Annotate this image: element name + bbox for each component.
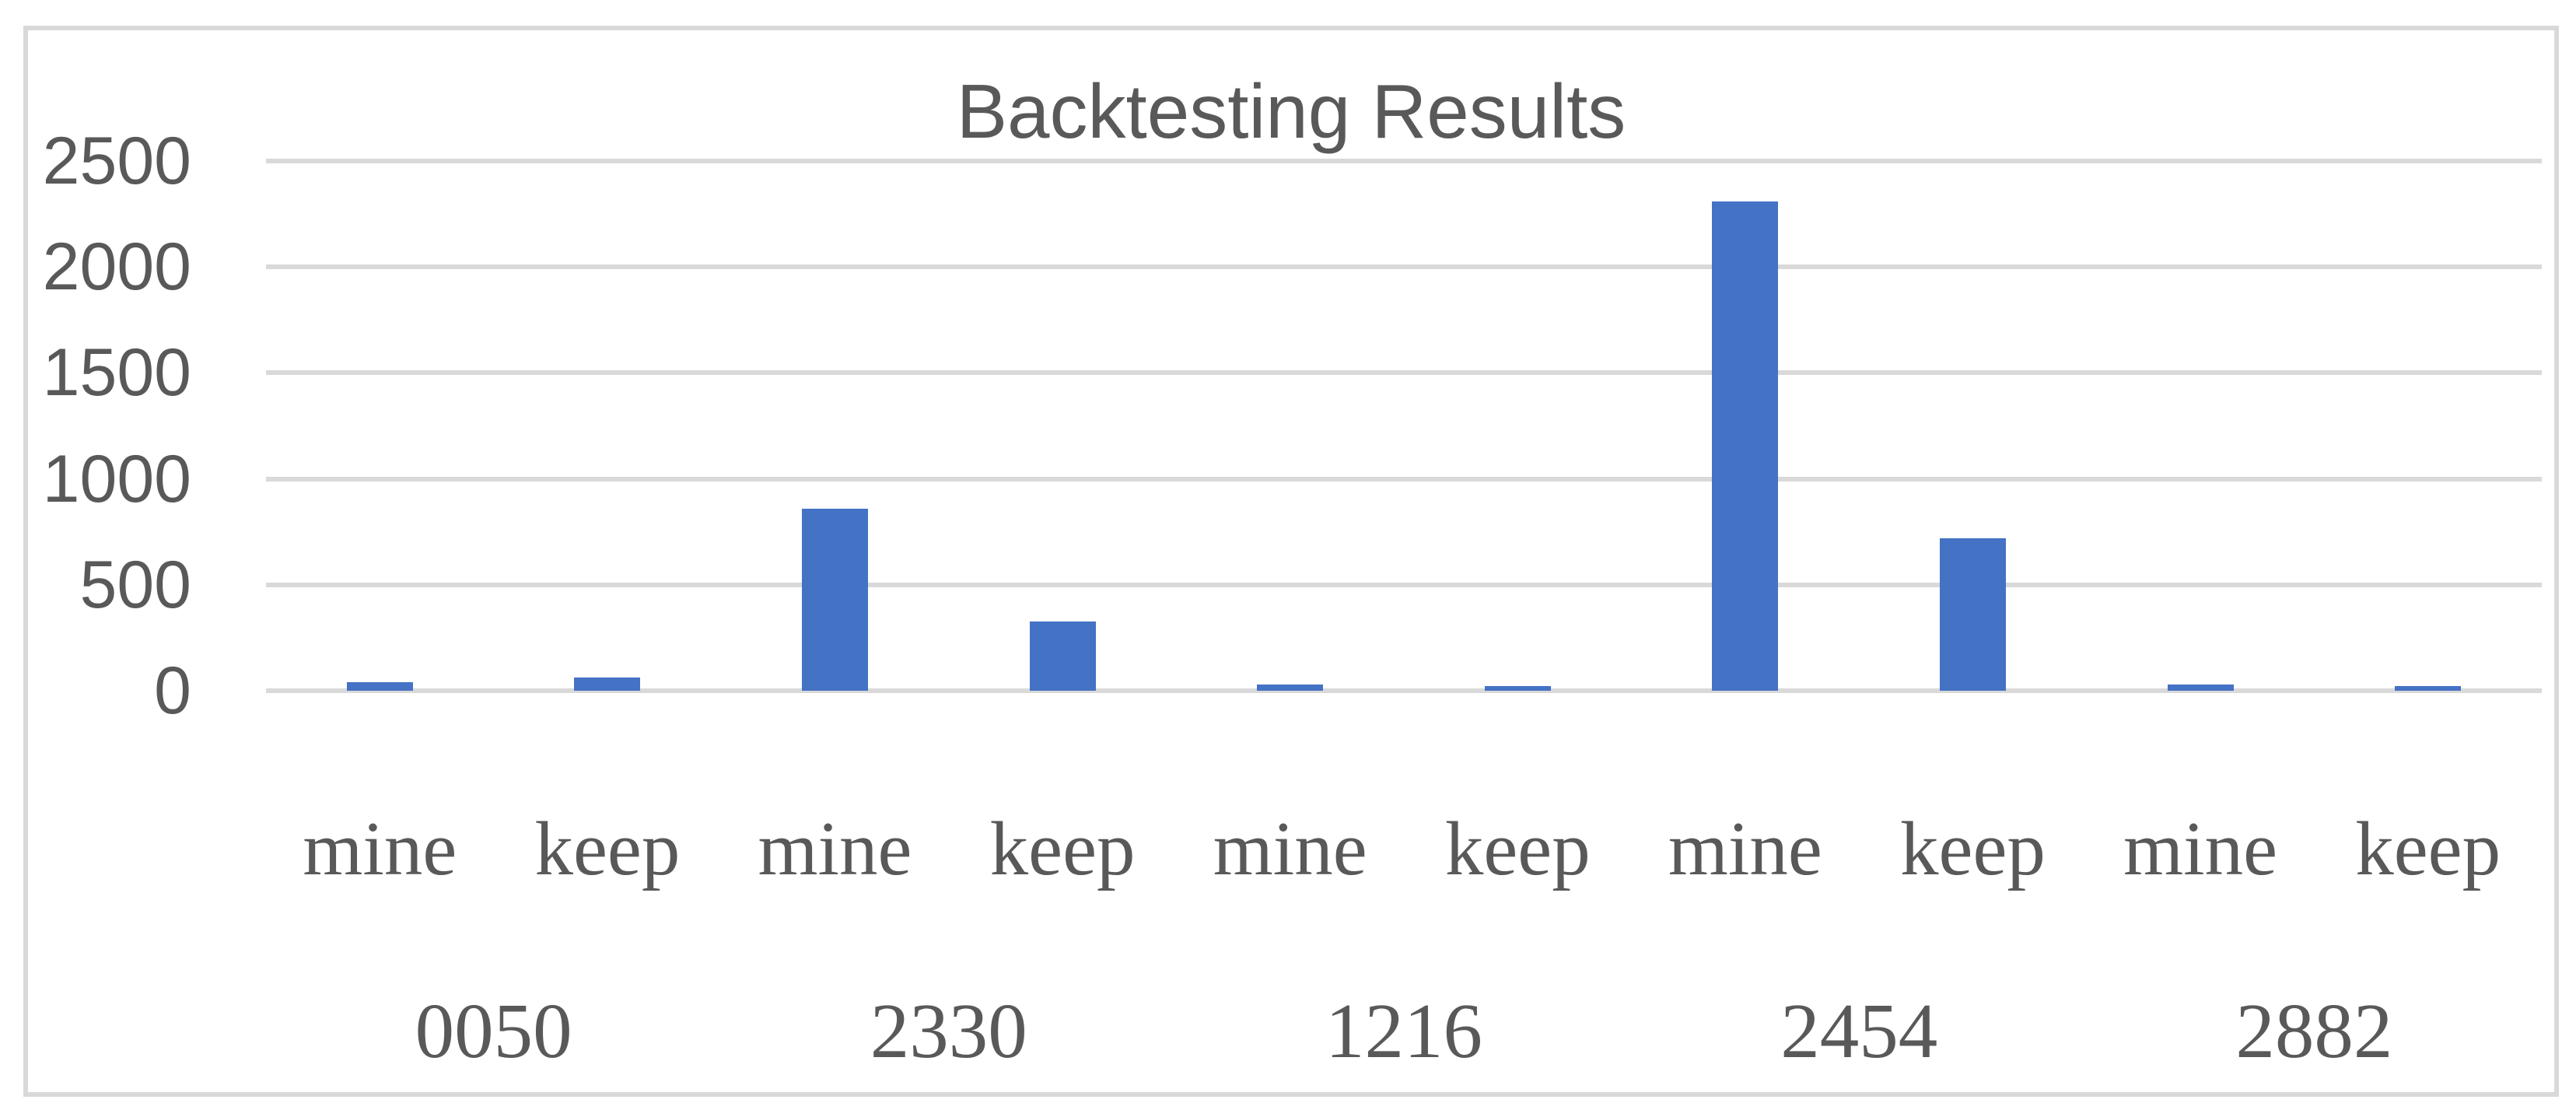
x-tick-label-0050-keep: keep [534, 807, 681, 891]
x-tick-label-1216-keep: keep [1444, 807, 1591, 891]
y-axis-labels: 0 500 1000 1500 2000 2500 [28, 128, 192, 724]
x-tick-label-2330-keep: keep [989, 807, 1136, 891]
bar-0050-keep [574, 678, 641, 691]
plot-area [266, 159, 2542, 693]
bar-slot-0050-keep [494, 161, 722, 691]
x-tick-label-2330-mine: mine [758, 807, 912, 891]
bar-slot-0050-mine [266, 161, 494, 691]
x-tick-label-1216-mine: mine [1213, 807, 1367, 891]
bar-slot-2882-mine [2087, 161, 2315, 691]
x-group-label-1216: 1216 [1325, 987, 1482, 1074]
gridline-2500 [266, 159, 2542, 163]
x-tick-label-0050-mine: mine [303, 807, 457, 891]
bar-2882-keep [2395, 686, 2462, 691]
bar-2330-keep [1029, 622, 1096, 691]
bar-1216-mine [1257, 685, 1324, 691]
y-tick-label-1000: 1000 [42, 441, 191, 516]
bar-2454-keep [1939, 538, 2006, 691]
x-group-label-2454: 2454 [1780, 987, 1938, 1074]
bar-slot-2330-keep [949, 161, 1177, 691]
x-group-label-0050: 0050 [415, 987, 572, 1074]
bar-2330-mine [801, 509, 868, 691]
bar-slot-2882-keep [2314, 161, 2542, 691]
x-group-label-2882: 2882 [2235, 987, 2393, 1074]
bar-slot-2454-keep [1859, 161, 2087, 691]
gridline-1500 [266, 370, 2542, 376]
y-tick-label-0: 0 [154, 653, 191, 728]
chart-border: Backtesting Results 0 500 1000 1500 2000 2500… [23, 26, 2559, 1097]
bar-slot-2330-mine [721, 161, 949, 691]
bar-2882-mine [2167, 685, 2234, 691]
bar-slot-1216-mine [1176, 161, 1404, 691]
bar-slot-1216-keep [1404, 161, 1632, 691]
chart-title: Backtesting Results [956, 68, 1626, 154]
x-axis-group-labels: 0050 2330 1216 2454 2882 [266, 992, 2542, 1070]
bar-slot-2454-mine [1632, 161, 1860, 691]
y-tick-label-2500: 2500 [42, 124, 191, 198]
gridline-500 [266, 582, 2542, 587]
bar-0050-mine [346, 682, 413, 691]
x-tick-label-2454-mine: mine [1668, 807, 1822, 891]
y-tick-label-1500: 1500 [42, 335, 191, 411]
bars-row [266, 161, 2542, 691]
x-tick-label-2454-keep: keep [1900, 807, 2046, 891]
y-tick-label-2000: 2000 [42, 229, 191, 305]
gridline-0 [266, 688, 2542, 693]
gridline-1000 [266, 476, 2542, 481]
bar-2454-mine [1712, 201, 1779, 691]
x-axis-series-labels: mine keep mine keep mine keep mine keep mine keep [266, 811, 2542, 888]
x-tick-label-2882-mine: mine [2123, 807, 2278, 891]
x-group-label-2330: 2330 [870, 987, 1027, 1074]
y-tick-label-500: 500 [79, 547, 192, 622]
gridline-2000 [266, 264, 2542, 270]
bar-1216-keep [1484, 686, 1551, 691]
x-tick-label-2882-keep: keep [2355, 807, 2501, 891]
